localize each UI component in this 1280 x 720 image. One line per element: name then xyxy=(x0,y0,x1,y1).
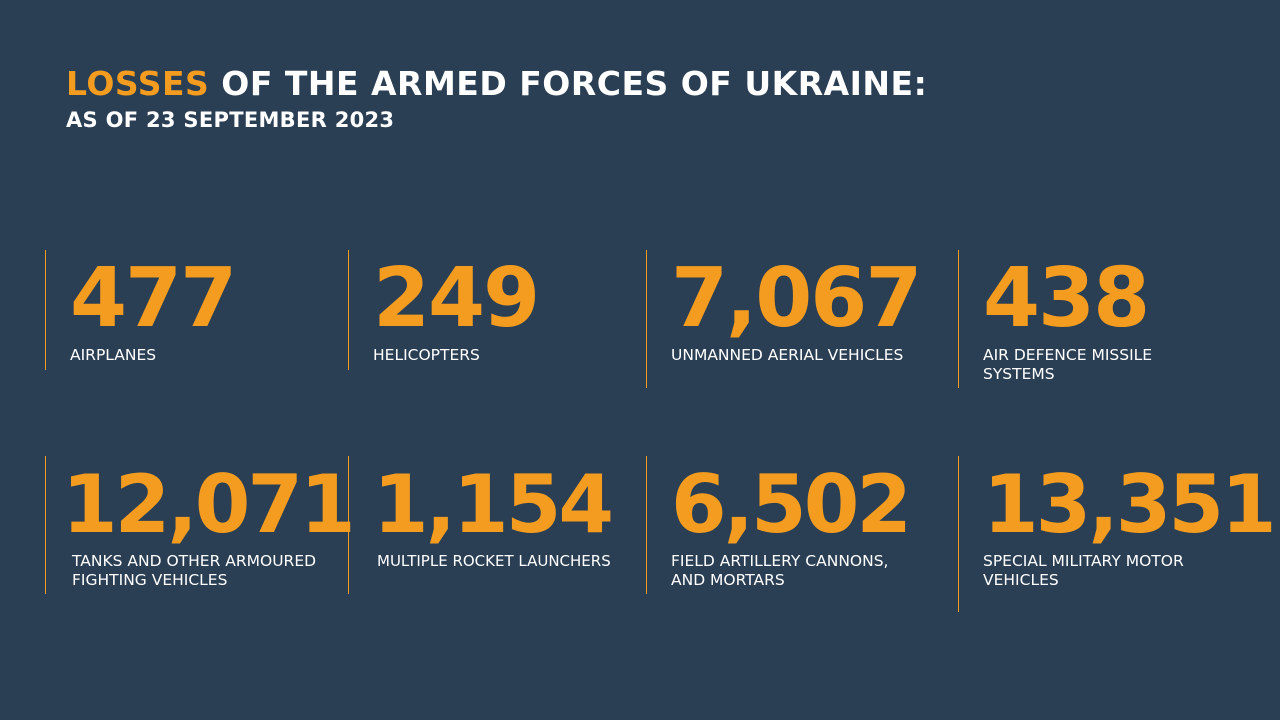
page-subtitle: AS OF 23 SEPTEMBER 2023 xyxy=(66,108,395,132)
stat-label-line: AIRPLANES xyxy=(70,346,157,364)
stat-label-line: VEHICLES xyxy=(983,571,1059,589)
stat-label: AIR DEFENCE MISSILE SYSTEMS xyxy=(983,346,1258,384)
stat-uav: 7,067 UNMANNED AERIAL VEHICLES xyxy=(646,250,956,388)
stat-artillery: 6,502 FIELD ARTILLERY CANNONS, AND MORTA… xyxy=(646,456,956,594)
stat-label-line: FIELD ARTILLERY CANNONS, xyxy=(671,552,889,570)
stat-label-line: SYSTEMS xyxy=(983,365,1055,383)
title-accent: LOSSES xyxy=(66,64,210,103)
stat-label-line: TANKS AND OTHER ARMOURED xyxy=(72,552,317,570)
stat-label: TANKS AND OTHER ARMOURED FIGHTING VEHICL… xyxy=(62,552,345,590)
stat-label: FIELD ARTILLERY CANNONS, AND MORTARS xyxy=(671,552,956,590)
stat-value: 6,502 xyxy=(671,458,912,551)
stat-value: 12,071 xyxy=(62,458,356,551)
title-rest: OF THE ARMED FORCES OF UKRAINE: xyxy=(209,64,928,103)
stat-label: UNMANNED AERIAL VEHICLES xyxy=(671,346,956,365)
stat-label-line: AND MORTARS xyxy=(671,571,785,589)
stat-label: MULTIPLE ROCKET LAUNCHERS xyxy=(373,552,644,571)
stat-motor-vehicles: 13,351 SPECIAL MILITARY MOTOR VEHICLES xyxy=(958,456,1277,612)
stat-label: SPECIAL MILITARY MOTOR VEHICLES xyxy=(983,552,1258,590)
stat-label-line: HELICOPTERS xyxy=(373,346,480,364)
stat-tanks: 12,071 TANKS AND OTHER ARMOURED FIGHTING… xyxy=(45,456,356,594)
stat-value: 7,067 xyxy=(671,251,922,346)
stat-airplanes: 477 AIRPLANES xyxy=(45,250,345,370)
stat-value: 13,351 xyxy=(983,458,1277,551)
stat-label-line: AIR DEFENCE MISSILE xyxy=(983,346,1153,364)
stat-air-defence: 438 AIR DEFENCE MISSILE SYSTEMS xyxy=(958,250,1258,388)
page-title: LOSSES OF THE ARMED FORCES OF UKRAINE: xyxy=(66,64,927,104)
stat-value: 438 xyxy=(983,251,1150,346)
stat-value: 249 xyxy=(373,251,540,346)
stat-label-line: FIGHTING VEHICLES xyxy=(72,571,228,589)
stat-value: 477 xyxy=(70,251,237,346)
stat-label-line: SPECIAL MILITARY MOTOR xyxy=(983,552,1184,570)
stat-mlrs: 1,154 MULTIPLE ROCKET LAUNCHERS xyxy=(348,456,644,594)
stat-label-line: UNMANNED AERIAL VEHICLES xyxy=(671,346,904,364)
stat-value: 1,154 xyxy=(373,458,614,551)
stat-label: HELICOPTERS xyxy=(373,346,644,365)
stat-label: AIRPLANES xyxy=(70,346,345,365)
stat-label-line: MULTIPLE ROCKET LAUNCHERS xyxy=(377,552,611,570)
stat-helicopters: 249 HELICOPTERS xyxy=(348,250,644,370)
